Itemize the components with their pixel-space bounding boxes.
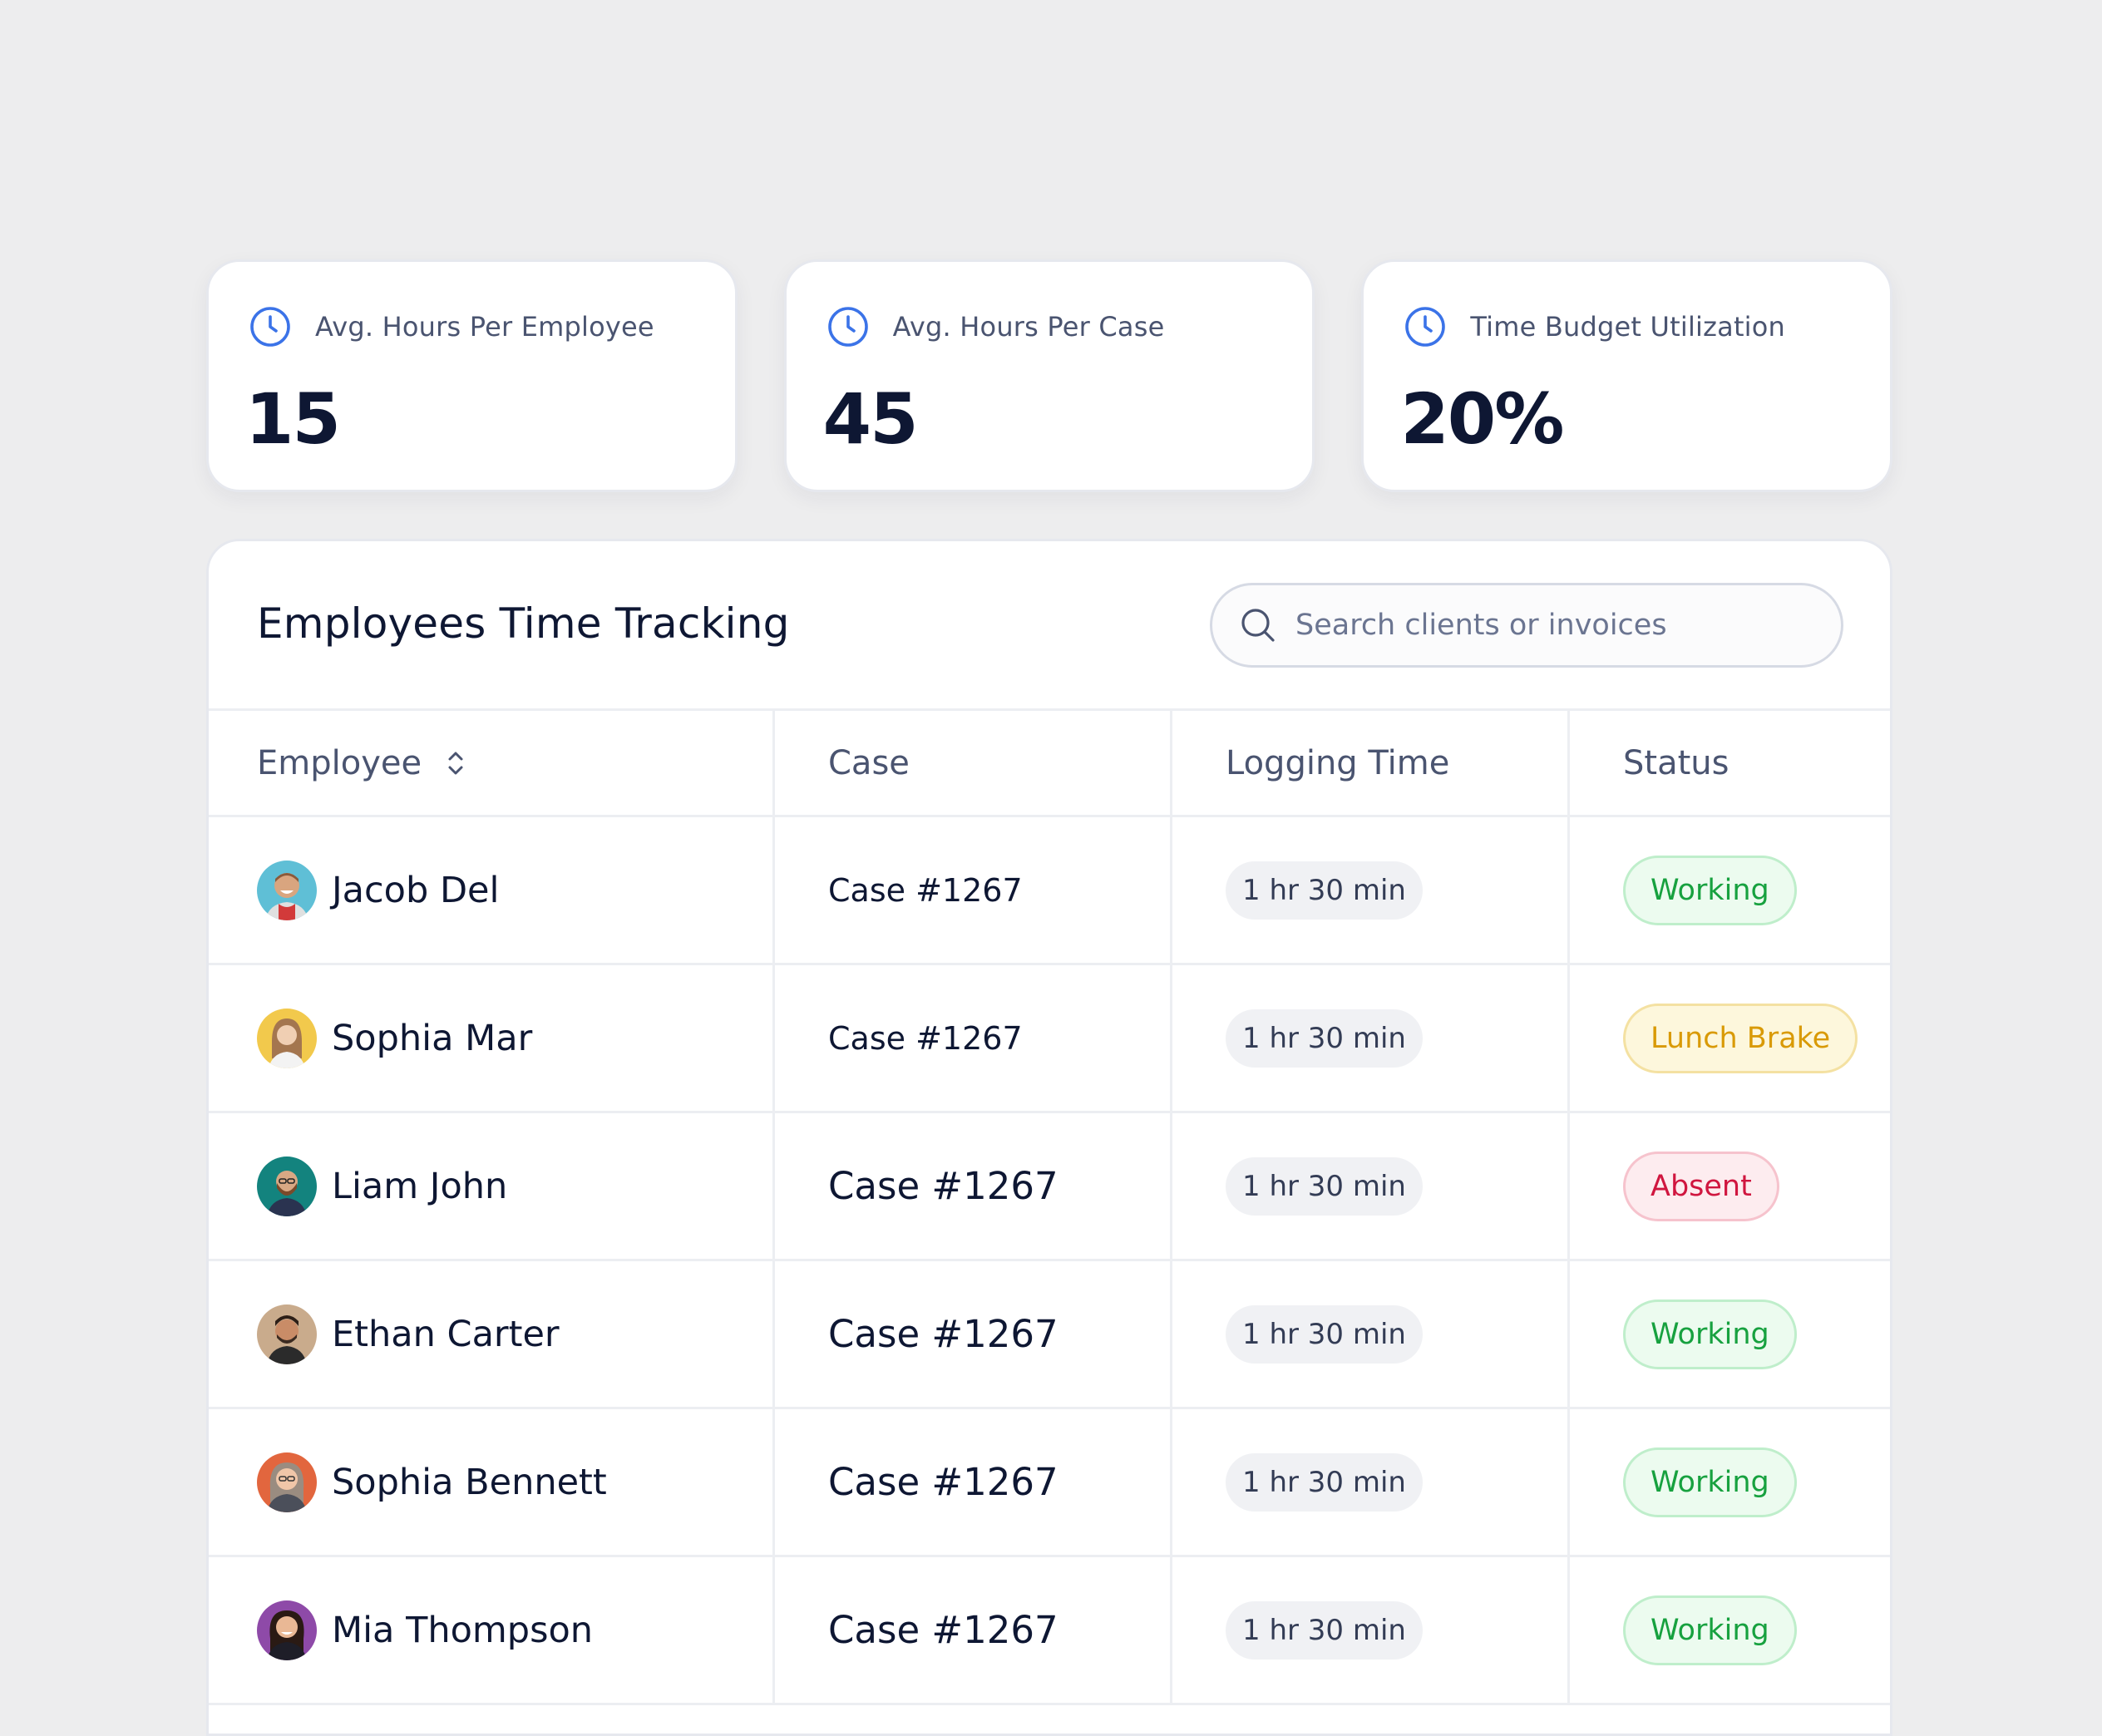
status-badge: Working bbox=[1623, 1299, 1797, 1369]
table-row[interactable]: Mia Thompson Case #1267 1 hr 30 min Work… bbox=[209, 1557, 1890, 1705]
avatar bbox=[257, 1452, 317, 1512]
stat-label: Avg. Hours Per Employee bbox=[315, 311, 654, 343]
status-badge: Working bbox=[1623, 1595, 1797, 1665]
column-header-label: Status bbox=[1623, 743, 1729, 782]
logging-time-cell: 1 hr 30 min bbox=[1172, 1113, 1570, 1259]
stat-header: Time Budget Utilization bbox=[1404, 305, 1785, 348]
case-cell: Case #1267 bbox=[775, 1113, 1172, 1259]
search-input[interactable] bbox=[1294, 608, 1796, 643]
stat-value: 20% bbox=[1400, 378, 1564, 460]
logging-time-cell: 1 hr 30 min bbox=[1172, 1557, 1570, 1703]
employee-name: Sophia Mar bbox=[332, 1017, 533, 1059]
time-tracking-panel: Employees Time Tracking Employee Case Lo bbox=[206, 539, 1892, 1736]
logging-time-badge: 1 hr 30 min bbox=[1226, 1009, 1423, 1068]
panel-header: Employees Time Tracking bbox=[209, 541, 1890, 711]
clock-icon bbox=[250, 307, 290, 347]
employees-table: Employee Case Logging Time Status bbox=[209, 711, 1890, 1705]
stat-label: Avg. Hours Per Case bbox=[892, 311, 1165, 343]
logging-time-badge: 1 hr 30 min bbox=[1226, 1452, 1423, 1512]
table-row[interactable]: Liam John Case #1267 1 hr 30 min Absent bbox=[209, 1113, 1890, 1261]
avatar bbox=[257, 1156, 317, 1216]
stat-card-avg-hours-employee: Avg. Hours Per Employee 15 bbox=[206, 259, 738, 492]
stat-header: Avg. Hours Per Case bbox=[826, 305, 1165, 348]
logging-time-badge: 1 hr 30 min bbox=[1226, 1157, 1423, 1216]
status-cell: Working bbox=[1570, 1261, 1890, 1407]
logging-time-badge: 1 hr 30 min bbox=[1226, 861, 1423, 920]
case-cell: Case #1267 bbox=[775, 1557, 1172, 1703]
employee-cell: Sophia Bennett bbox=[209, 1409, 775, 1555]
logging-time-badge: 1 hr 30 min bbox=[1226, 1304, 1423, 1364]
employee-name: Sophia Bennett bbox=[332, 1461, 607, 1503]
stat-label: Time Budget Utilization bbox=[1470, 311, 1786, 343]
employee-cell: Liam John bbox=[209, 1113, 775, 1259]
status-cell: Lunch Brake bbox=[1570, 965, 1890, 1111]
status-cell: Absent bbox=[1570, 1113, 1890, 1259]
status-cell: Working bbox=[1570, 1557, 1890, 1703]
stats-row: Avg. Hours Per Employee 15 Avg. Hours Pe… bbox=[206, 259, 1893, 492]
case-cell: Case #1267 bbox=[775, 817, 1172, 963]
table-row[interactable]: Sophia Bennett Case #1267 1 hr 30 min Wo… bbox=[209, 1409, 1890, 1557]
logging-time-cell: 1 hr 30 min bbox=[1172, 965, 1570, 1111]
column-header-logging-time: Logging Time bbox=[1172, 711, 1570, 815]
clock-icon bbox=[1405, 307, 1446, 347]
column-header-label: Case bbox=[828, 743, 910, 782]
case-cell: Case #1267 bbox=[775, 965, 1172, 1111]
clock-icon bbox=[827, 307, 868, 347]
column-header-employee[interactable]: Employee bbox=[209, 711, 775, 815]
table-row[interactable]: Jacob Del Case #1267 1 hr 30 min Working bbox=[209, 817, 1890, 965]
status-cell: Working bbox=[1570, 1409, 1890, 1555]
employee-cell: Jacob Del bbox=[209, 817, 775, 963]
logging-time-badge: 1 hr 30 min bbox=[1226, 1600, 1423, 1660]
employee-name: Ethan Carter bbox=[332, 1313, 560, 1355]
status-badge: Working bbox=[1623, 1447, 1797, 1517]
table-header-row: Employee Case Logging Time Status bbox=[209, 711, 1890, 817]
panel-title: Employees Time Tracking bbox=[257, 599, 790, 648]
stat-value: 15 bbox=[245, 378, 341, 460]
avatar bbox=[257, 1008, 317, 1068]
stat-card-time-budget: Time Budget Utilization 20% bbox=[1361, 259, 1893, 492]
search-icon bbox=[1241, 609, 1275, 642]
employee-name: Mia Thompson bbox=[332, 1609, 594, 1651]
employee-cell: Sophia Mar bbox=[209, 965, 775, 1111]
employee-cell: Mia Thompson bbox=[209, 1557, 775, 1703]
case-cell: Case #1267 bbox=[775, 1409, 1172, 1555]
logging-time-cell: 1 hr 30 min bbox=[1172, 817, 1570, 963]
avatar bbox=[257, 1304, 317, 1364]
avatar bbox=[257, 860, 317, 920]
stat-header: Avg. Hours Per Employee bbox=[249, 305, 654, 348]
status-badge: Working bbox=[1623, 855, 1797, 925]
status-cell: Working bbox=[1570, 817, 1890, 963]
case-id: Case #1267 bbox=[828, 1019, 1023, 1057]
case-cell: Case #1267 bbox=[775, 1261, 1172, 1407]
column-header-case: Case bbox=[775, 711, 1172, 815]
table-row[interactable]: Sophia Mar Case #1267 1 hr 30 min Lunch … bbox=[209, 965, 1890, 1113]
stat-value: 45 bbox=[822, 378, 919, 460]
column-header-status: Status bbox=[1570, 711, 1890, 815]
status-badge: Absent bbox=[1623, 1151, 1779, 1221]
employee-name: Jacob Del bbox=[332, 869, 500, 911]
logging-time-cell: 1 hr 30 min bbox=[1172, 1261, 1570, 1407]
employee-name: Liam John bbox=[332, 1165, 508, 1207]
employee-cell: Ethan Carter bbox=[209, 1261, 775, 1407]
case-id: Case #1267 bbox=[828, 1608, 1058, 1652]
table-row[interactable]: Ethan Carter Case #1267 1 hr 30 min Work… bbox=[209, 1261, 1890, 1409]
column-header-label: Logging Time bbox=[1226, 743, 1450, 782]
logging-time-cell: 1 hr 30 min bbox=[1172, 1409, 1570, 1555]
avatar bbox=[257, 1600, 317, 1660]
search-box[interactable] bbox=[1210, 583, 1843, 668]
case-id: Case #1267 bbox=[828, 871, 1023, 909]
status-badge: Lunch Brake bbox=[1623, 1003, 1858, 1073]
column-header-label: Employee bbox=[257, 743, 422, 782]
case-id: Case #1267 bbox=[828, 1164, 1058, 1208]
case-id: Case #1267 bbox=[828, 1460, 1058, 1504]
stat-card-avg-hours-case: Avg. Hours Per Case 45 bbox=[783, 259, 1315, 492]
sort-icon[interactable] bbox=[442, 747, 470, 780]
case-id: Case #1267 bbox=[828, 1312, 1058, 1356]
